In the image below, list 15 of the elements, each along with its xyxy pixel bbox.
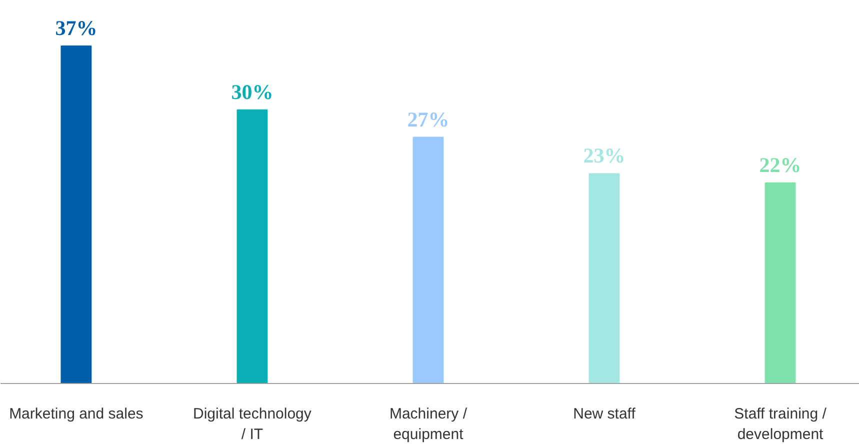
data-label: 22% bbox=[759, 152, 802, 177]
x-tick-label: Machinery / equipment bbox=[389, 406, 468, 443]
x-tick-label: Staff training / development bbox=[734, 406, 828, 443]
bar bbox=[764, 182, 796, 384]
data-label: 30% bbox=[231, 80, 274, 104]
bar bbox=[412, 136, 444, 384]
x-tick-label: Digital technology / IT bbox=[193, 406, 312, 443]
bar bbox=[236, 109, 268, 384]
bar bbox=[588, 173, 620, 384]
x-tick-label: New staff bbox=[573, 406, 636, 422]
x-tick-label: Marketing and sales bbox=[9, 406, 144, 422]
data-label: 23% bbox=[583, 144, 626, 168]
data-label: 27% bbox=[407, 107, 450, 132]
data-label: 37% bbox=[55, 16, 98, 40]
bar bbox=[60, 46, 92, 384]
